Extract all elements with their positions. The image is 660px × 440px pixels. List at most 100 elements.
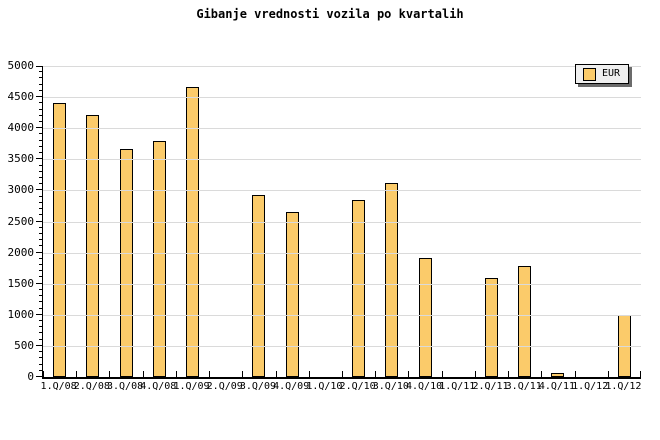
gridline	[43, 66, 641, 67]
x-boundary-tick	[640, 371, 641, 377]
legend-swatch-icon	[583, 67, 596, 81]
bar	[485, 278, 498, 377]
x-boundary-tick	[541, 371, 543, 377]
bar	[186, 87, 199, 377]
y-minor-tick	[39, 295, 42, 297]
plot-area	[36, 66, 641, 379]
y-minor-tick	[39, 301, 42, 303]
gridline	[43, 345, 641, 347]
bar	[252, 195, 266, 377]
bar	[518, 266, 532, 377]
y-major-tick	[36, 282, 42, 284]
y-major-tick	[36, 127, 42, 129]
y-minor-tick	[39, 226, 42, 228]
y-minor-tick	[39, 351, 42, 353]
y-minor-tick	[39, 369, 42, 371]
y-minor-tick	[39, 208, 42, 210]
y-major-tick	[36, 251, 42, 253]
y-minor-tick	[39, 176, 42, 178]
x-tick-label: 1.Q/09	[173, 381, 210, 392]
y-minor-tick	[39, 183, 42, 185]
y-major-tick	[36, 96, 42, 98]
x-tick-label: 2.Q/08	[73, 381, 110, 392]
y-minor-tick	[39, 338, 42, 340]
x-tick-label: 1.Q/11	[439, 381, 476, 392]
y-minor-tick	[39, 145, 42, 147]
x-boundary-tick	[175, 371, 177, 377]
x-tick-label: 4.Q/10	[405, 381, 443, 392]
x-tick-label: 1.Q/12	[605, 381, 642, 392]
y-minor-tick	[39, 152, 42, 154]
x-boundary-tick	[441, 371, 443, 377]
gridline	[43, 252, 641, 254]
gridline	[43, 283, 641, 285]
y-minor-tick	[39, 332, 42, 334]
bar	[418, 257, 432, 377]
y-minor-tick	[39, 320, 42, 322]
y-minor-tick	[39, 108, 42, 110]
y-tick-label: 5000	[7, 59, 35, 72]
bar	[352, 199, 366, 377]
bar	[86, 115, 100, 377]
x-boundary-tick	[607, 371, 609, 377]
y-minor-tick	[39, 357, 42, 359]
x-boundary-tick	[508, 371, 510, 377]
y-major-tick	[36, 189, 42, 191]
y-minor-tick	[39, 83, 42, 85]
gridline	[43, 128, 641, 130]
gridline	[43, 190, 641, 192]
x-tick-label: 3.Q/08	[106, 381, 144, 392]
y-minor-tick	[39, 214, 42, 216]
x-tick-label: 3.Q/10	[372, 381, 409, 392]
x-tick-label: 1.Q/08	[40, 381, 77, 392]
y-tick-label: 2500	[7, 214, 35, 228]
y-tick-label: 2000	[7, 245, 35, 259]
bar	[53, 103, 67, 377]
y-major-tick	[36, 220, 42, 222]
gridline	[43, 159, 641, 161]
x-boundary-tick	[275, 371, 277, 377]
x-boundary-tick	[43, 371, 44, 377]
y-major-tick	[36, 158, 42, 160]
x-boundary-tick	[408, 371, 410, 377]
y-minor-tick	[39, 276, 42, 278]
y-minor-tick	[39, 363, 42, 365]
y-minor-tick	[39, 257, 42, 259]
y-tick-label: 3500	[7, 152, 35, 166]
y-minor-tick	[39, 164, 42, 166]
y-tick-label: 3000	[7, 183, 35, 197]
y-minor-tick	[39, 139, 42, 141]
y-major-tick	[36, 376, 42, 377]
y-tick-label: 1000	[7, 307, 35, 321]
y-minor-tick	[39, 288, 42, 290]
chart-title: Gibanje vrednosti vozila po kvartalih	[196, 7, 464, 21]
x-tick-label: 4.Q/11	[538, 381, 575, 392]
x-axis-labels: 1.Q/08 2.Q/08 3.Q/08 4.Q/08 1.Q/09 2.Q/09 3.Q/…	[40, 381, 642, 395]
y-minor-tick	[39, 232, 42, 234]
x-boundary-tick	[375, 371, 377, 377]
x-boundary-tick	[142, 371, 144, 377]
y-minor-tick	[39, 133, 42, 135]
x-boundary-tick	[474, 371, 476, 377]
y-minor-tick	[39, 264, 42, 266]
gridline	[43, 314, 641, 316]
y-tick-label: 0	[27, 370, 34, 383]
x-boundary-tick	[209, 371, 211, 377]
y-minor-tick	[39, 326, 42, 328]
bar	[152, 141, 166, 377]
y-minor-tick	[39, 102, 42, 104]
x-tick-label: 2.Q/10	[339, 381, 376, 392]
y-minor-tick	[39, 170, 42, 172]
x-tick-label: 3.Q/11	[505, 381, 542, 392]
x-boundary-tick	[109, 371, 111, 377]
x-tick-label: 4.Q/09	[273, 381, 310, 392]
x-tick-label: 2.Q/11	[472, 381, 509, 392]
y-minor-tick	[39, 77, 42, 79]
x-tick-label: 3.Q/09	[239, 381, 276, 392]
y-minor-tick	[39, 89, 42, 91]
bar	[285, 211, 299, 377]
x-boundary-tick	[308, 371, 310, 377]
y-major-tick	[36, 66, 42, 67]
y-minor-tick	[39, 71, 42, 73]
x-tick-label: 4.Q/08	[140, 381, 177, 392]
